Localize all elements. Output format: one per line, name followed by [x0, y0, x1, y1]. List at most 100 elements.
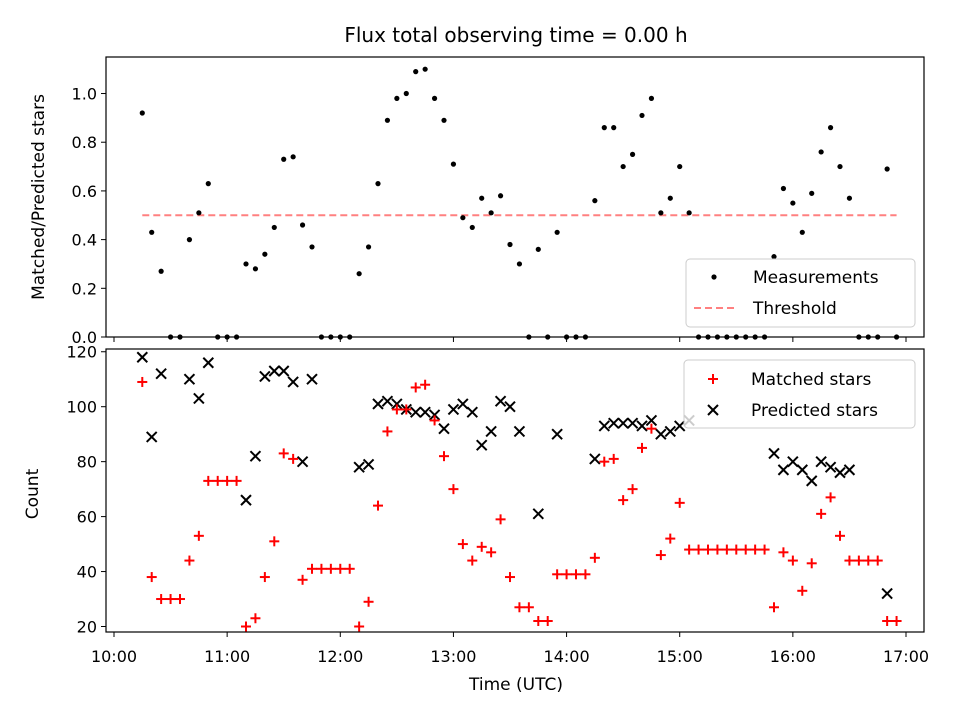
measurement-point [243, 261, 249, 267]
measurement-point [535, 246, 541, 252]
measurement-point [790, 200, 796, 206]
measurement-point [629, 151, 636, 157]
legend-predicted-label: Predicted stars [751, 401, 878, 421]
measurement-point [677, 163, 683, 170]
measurement-point [875, 334, 881, 340]
matched-point [203, 475, 214, 486]
top-data-layer [139, 66, 900, 340]
matched-point [505, 572, 515, 583]
matched-point [439, 451, 449, 462]
matched-point [665, 533, 676, 544]
matched-point [589, 552, 600, 563]
measurement-point [299, 222, 306, 228]
bottom-y-tick-label: 60 [77, 508, 97, 527]
matched-point [627, 484, 638, 495]
measurement-point [318, 334, 325, 340]
predicted-point [815, 455, 827, 468]
matched-point [278, 448, 289, 459]
top-y-tick-label: 0.4 [72, 231, 97, 250]
bottom-x-ticks: 10:00 11:00 12:00 13:00 14:00 15:00 16:00 17:00 [91, 632, 929, 666]
matched-point [335, 563, 346, 574]
measurement-point [714, 334, 721, 340]
matched-point [655, 550, 666, 561]
measurement-point [158, 268, 164, 274]
measurement-point [865, 334, 871, 340]
matched-point [542, 616, 553, 627]
matched-point [354, 621, 365, 632]
measurement-point [733, 334, 739, 340]
matched-point [853, 555, 864, 566]
measurement-point [507, 241, 513, 248]
matched-point [184, 555, 195, 566]
matched-point [580, 569, 591, 580]
predicted-point [155, 368, 167, 380]
measurement-point [780, 185, 787, 192]
measurement-point [196, 210, 202, 216]
measurement-point [281, 156, 287, 162]
measurement-point [516, 261, 523, 267]
bottom-axes-frame [105, 348, 925, 633]
measurement-point [639, 112, 645, 119]
predicted-point [466, 406, 478, 418]
legend-matched-marker [708, 374, 718, 384]
measurement-point [205, 181, 211, 187]
matched-point [806, 558, 817, 569]
matched-point [467, 555, 478, 566]
matched-point [552, 569, 563, 580]
top-legend-box [685, 258, 916, 328]
predicted-point [551, 428, 563, 440]
predicted-point [824, 461, 837, 473]
top-axes-frame [105, 56, 925, 338]
predicted-point [589, 453, 601, 465]
measurement-point [601, 125, 607, 131]
matched-point [476, 541, 487, 552]
predicted-point [372, 398, 384, 410]
measurement-point [743, 334, 749, 340]
measurement-point [771, 254, 777, 260]
matched-point [561, 569, 572, 580]
predicted-point [626, 417, 639, 429]
matched-point [844, 555, 855, 566]
measurement-point [356, 271, 362, 277]
measurement-point [611, 125, 617, 131]
matched-point [391, 404, 402, 415]
predicted-point [353, 461, 365, 473]
measurement-point [394, 95, 400, 101]
measurement-point [460, 215, 466, 221]
measurement-point [592, 198, 598, 204]
matched-point [693, 544, 704, 555]
matched-point [882, 616, 893, 627]
matched-point [712, 544, 723, 555]
matched-point [816, 508, 827, 519]
measurement-point [497, 193, 504, 199]
matched-point [514, 602, 525, 613]
matched-point [175, 594, 185, 605]
predicted-point [806, 475, 818, 487]
matched-point [241, 621, 251, 632]
matched-point [891, 616, 902, 627]
measurement-point [554, 229, 560, 235]
top-x-ticks [113, 337, 907, 342]
predicted-point [457, 398, 469, 410]
legend-measurements-label: Measurements [753, 268, 879, 288]
measurement-point [233, 334, 240, 340]
legend-measurements-marker [711, 274, 717, 280]
measurement-point [846, 195, 853, 201]
measurement-point [827, 125, 834, 131]
predicted-point [381, 395, 394, 407]
matched-point [731, 544, 742, 555]
measurement-point [837, 163, 843, 170]
x-tick-label: 12:00 [317, 647, 363, 666]
matched-point [212, 475, 223, 486]
predicted-point [504, 400, 516, 413]
measurement-point [620, 163, 626, 170]
matched-point [363, 596, 374, 607]
predicted-point [655, 428, 667, 440]
bottom-y-tick-label: 40 [77, 563, 97, 582]
matched-point [156, 594, 167, 605]
measurement-point [375, 181, 381, 187]
predicted-point [136, 351, 148, 363]
matched-point [495, 514, 506, 525]
predicted-point [202, 357, 214, 369]
matched-point [759, 544, 770, 555]
